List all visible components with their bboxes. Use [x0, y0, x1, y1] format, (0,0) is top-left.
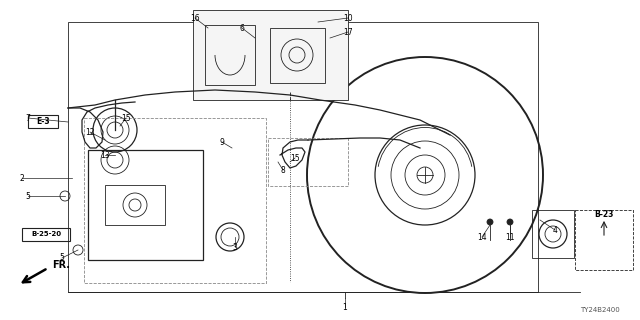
- Circle shape: [507, 219, 513, 225]
- Text: 9: 9: [220, 138, 225, 147]
- Bar: [22, 228, 70, 241]
- Text: 4: 4: [552, 226, 557, 235]
- Bar: [105, 185, 165, 225]
- Text: E-3: E-3: [36, 116, 50, 125]
- Bar: [88, 150, 203, 260]
- Text: 7: 7: [26, 114, 31, 123]
- Text: 5: 5: [26, 191, 31, 201]
- Text: 11: 11: [505, 233, 515, 242]
- Bar: [268, 138, 348, 186]
- Bar: [28, 115, 58, 128]
- Text: 2: 2: [20, 173, 24, 182]
- Text: TY24B2400: TY24B2400: [580, 307, 620, 313]
- Text: 14: 14: [477, 233, 487, 242]
- Bar: [193, 10, 348, 100]
- Text: FR.: FR.: [52, 260, 70, 270]
- Text: 3: 3: [232, 243, 237, 252]
- Text: 5: 5: [60, 253, 65, 262]
- Text: 15: 15: [290, 154, 300, 163]
- Text: B-25-20: B-25-20: [31, 231, 61, 237]
- Text: 15: 15: [121, 114, 131, 123]
- Text: B-23: B-23: [595, 210, 614, 219]
- Bar: [84, 118, 266, 283]
- Bar: [205, 25, 255, 85]
- Text: 1: 1: [342, 302, 348, 311]
- Bar: [270, 28, 325, 83]
- Circle shape: [487, 219, 493, 225]
- Text: 10: 10: [343, 13, 353, 22]
- Text: 17: 17: [343, 28, 353, 36]
- Text: 13: 13: [100, 150, 110, 159]
- Bar: [575, 210, 633, 270]
- Text: 12: 12: [85, 127, 95, 137]
- Bar: [532, 210, 574, 258]
- Text: 8: 8: [280, 165, 285, 174]
- Bar: [68, 22, 538, 292]
- Text: 16: 16: [190, 13, 200, 22]
- Text: 6: 6: [239, 23, 244, 33]
